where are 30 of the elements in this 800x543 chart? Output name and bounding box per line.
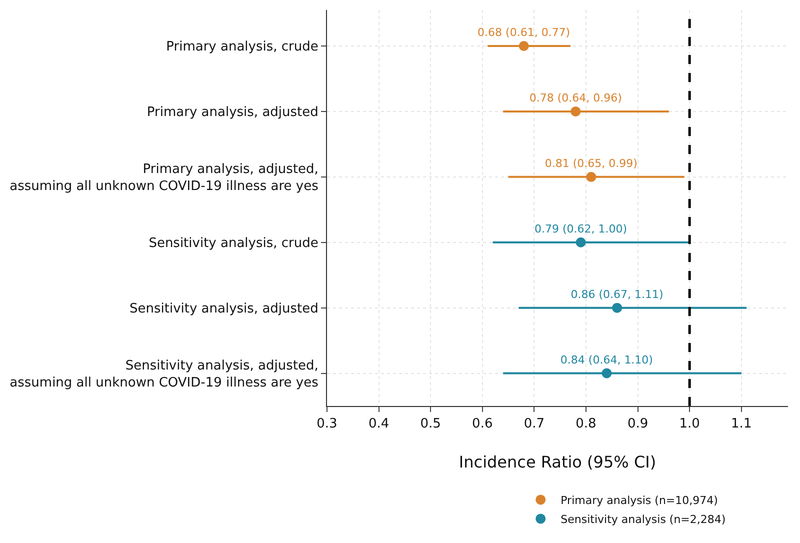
x-tick-label: 0.8 [576, 416, 596, 432]
y-tick-label: Sensitivity analysis, adjusted [129, 301, 318, 316]
x-tick-label: 0.9 [627, 416, 648, 432]
y-tick-label: Primary analysis, crude [166, 40, 318, 55]
legend-label: Sensitivity analysis (n=2,284) [560, 512, 726, 526]
y-tick-label: Sensitivity analysis, adjusted, assuming all unknown COVID-19 illness are yes [10, 358, 319, 390]
x-tick-label: 0.6 [472, 416, 493, 432]
data-label: 0.68 (0.61, 0.77) [478, 26, 570, 39]
point [602, 368, 612, 378]
point [612, 302, 622, 313]
point [586, 172, 596, 182]
x-tick-label: 0.7 [524, 416, 545, 432]
x-tick-label: 1.1 [731, 416, 752, 432]
x-tick-label: 0.4 [368, 416, 390, 432]
data-label: 0.78 (0.64, 0.96) [529, 91, 622, 104]
x-tick-label: 1.0 [679, 416, 700, 432]
x-axis-title: Incidence Ratio (95% CI) [458, 452, 656, 472]
y-tick-label: Primary analysis, adjusted, assuming all unknown COVID-19 illness are yes [10, 162, 319, 194]
y-tick-label: Sensitivity analysis, crude [148, 236, 318, 251]
data-label: 0.84 (0.64, 1.10) [560, 353, 653, 366]
legend-label: Primary analysis (n=10,974) [560, 494, 718, 507]
point [576, 237, 586, 248]
data-label: 0.81 (0.65, 0.99) [544, 156, 638, 170]
point [518, 41, 529, 51]
x-tick-label: 0.5 [420, 416, 441, 432]
data-label: 0.79 (0.62, 1.00) [534, 222, 628, 236]
y-tick-label: Primary analysis, adjusted [146, 105, 318, 120]
x-tick-label: 0.3 [316, 416, 338, 432]
point [570, 106, 581, 116]
data-label: 0.86 (0.67, 1.11) [570, 288, 664, 301]
